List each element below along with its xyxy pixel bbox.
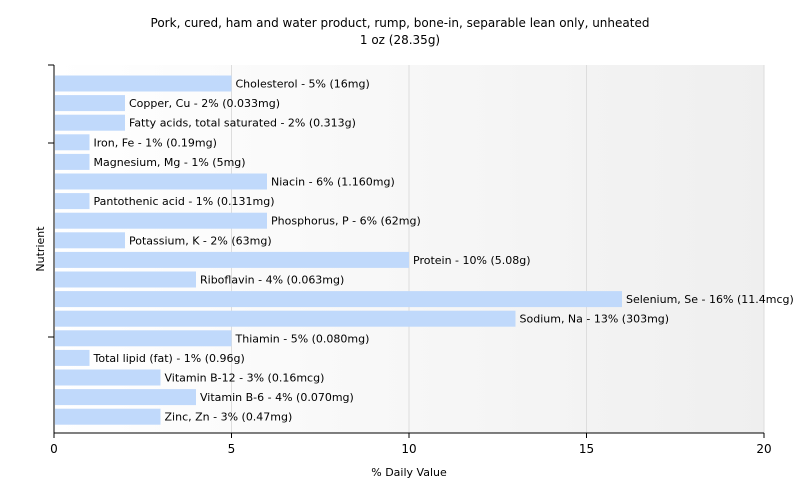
bar-label: Vitamin B-6 - 4% (0.070mg) [200,391,354,404]
chart-subtitle: 1 oz (28.35g) [359,33,441,47]
bar-label: Total lipid (fat) - 1% (0.96g) [93,352,245,365]
bar [55,114,125,131]
bar [55,173,267,190]
bar-label: Riboflavin - 4% (0.063mg) [200,274,344,287]
bar-label: Copper, Cu - 2% (0.033mg) [129,97,280,110]
bar [55,153,90,170]
bar [55,310,516,327]
bar [55,291,622,308]
x-tick-label: 15 [579,442,594,456]
bar-label: Cholesterol - 5% (16mg) [236,78,370,91]
bar [55,193,90,210]
bar-label: Vitamin B-12 - 3% (0.16mcg) [165,372,325,385]
bar-label: Pantothenic acid - 1% (0.131mg) [94,195,275,208]
bar-label: Sodium, Na - 13% (303mg) [520,313,670,326]
bar-label: Niacin - 6% (1.160mg) [271,176,395,189]
bar-label: Phosphorus, P - 6% (62mg) [271,215,421,228]
bar-label: Protein - 10% (5.08g) [413,254,531,267]
bars: Cholesterol - 5% (16mg) Copper, Cu - 2% (… [55,75,794,425]
x-tick-label: 0 [50,442,58,456]
x-tick-label: 20 [756,442,771,456]
bar-label: Potassium, K - 2% (63mg) [129,234,272,247]
y-axis-label: Nutrient [34,226,47,272]
bar-label: Fatty acids, total saturated - 2% (0.313… [129,117,356,130]
bar-label: Selenium, Se - 16% (11.4mcg) [626,293,794,306]
bar [55,408,161,425]
bar [55,271,196,288]
bar [55,330,232,347]
x-tick-label: 10 [401,442,416,456]
bar-label: Iron, Fe - 1% (0.19mg) [94,136,217,149]
grid-lines [231,65,765,433]
x-axis-label: % Daily Value [371,466,447,479]
bar [55,212,267,229]
bar [55,369,161,386]
bar [55,134,90,151]
bar [55,389,196,406]
bar [55,95,125,112]
x-tick-label: 5 [228,442,236,456]
bar [55,251,409,268]
bar-label: Zinc, Zn - 3% (0.47mg) [165,411,293,424]
bar [55,75,232,92]
bar [55,349,90,366]
x-tick-labels: 0 5 10 15 20 [50,442,771,456]
bar [55,232,125,249]
axes [48,64,765,438]
bar-label: Thiamin - 5% (0.080mg) [235,332,370,345]
bar-label: Magnesium, Mg - 1% (5mg) [94,156,246,169]
chart-title: Pork, cured, ham and water product, rump… [150,16,650,30]
